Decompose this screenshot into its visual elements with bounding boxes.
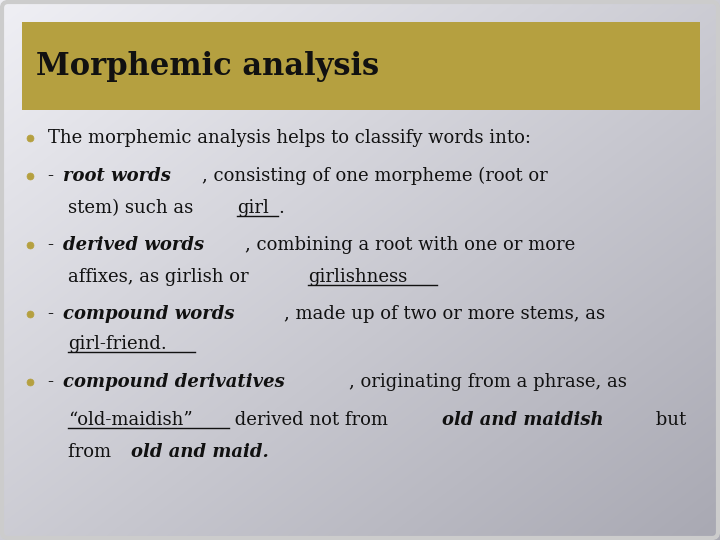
Text: root words: root words: [63, 167, 171, 185]
Text: girl: girl: [237, 199, 269, 217]
Text: compound derivatives: compound derivatives: [63, 373, 285, 391]
Text: .: .: [278, 199, 284, 217]
Text: -: -: [48, 373, 60, 391]
Text: , consisting of one morpheme (root or: , consisting of one morpheme (root or: [202, 167, 548, 185]
Text: compound words: compound words: [63, 305, 235, 323]
Text: The morphemic analysis helps to classify words into:: The morphemic analysis helps to classify…: [48, 129, 531, 147]
Text: old and maid.: old and maid.: [131, 443, 269, 461]
Text: , made up of two or more stems, as: , made up of two or more stems, as: [284, 305, 606, 323]
Text: girl-friend.: girl-friend.: [68, 335, 167, 353]
Text: -: -: [48, 305, 60, 323]
Text: -: -: [48, 236, 60, 254]
Text: old and maidish: old and maidish: [441, 411, 603, 429]
FancyBboxPatch shape: [22, 22, 700, 110]
Text: , originating from a phrase, as: , originating from a phrase, as: [349, 373, 627, 391]
Text: but: but: [650, 411, 686, 429]
Text: derived words: derived words: [63, 236, 204, 254]
Text: stem) such as: stem) such as: [68, 199, 199, 217]
Text: -: -: [48, 167, 60, 185]
Text: derived not from: derived not from: [229, 411, 394, 429]
Text: Morphemic analysis: Morphemic analysis: [36, 51, 379, 82]
Text: “old-maidish”: “old-maidish”: [68, 411, 193, 429]
Text: affixes, as girlish or: affixes, as girlish or: [68, 268, 254, 286]
Text: girlishness: girlishness: [308, 268, 408, 286]
Text: , combining a root with one or more: , combining a root with one or more: [246, 236, 575, 254]
Text: from: from: [68, 443, 117, 461]
